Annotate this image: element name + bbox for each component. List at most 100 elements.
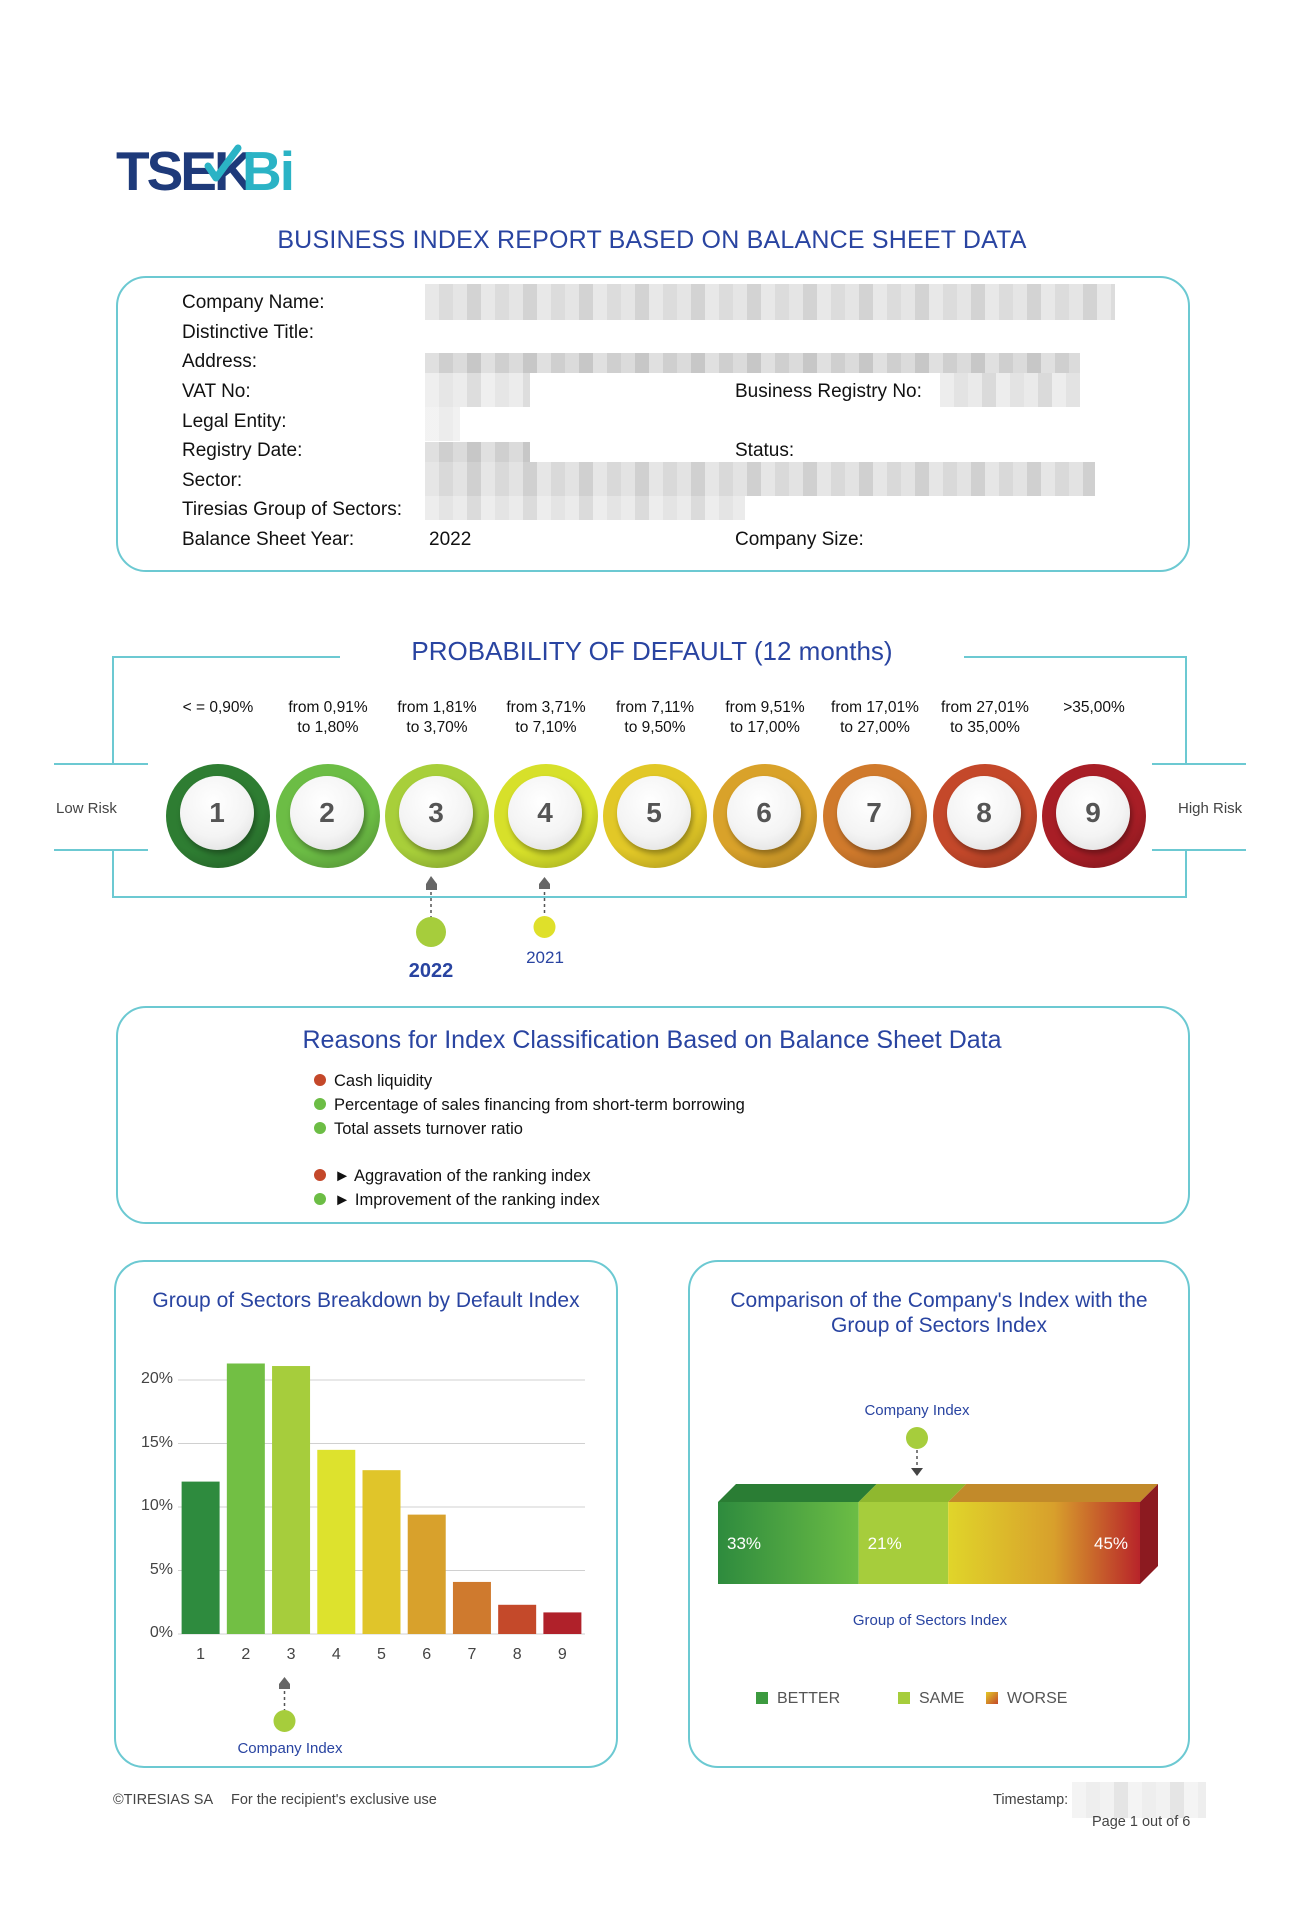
chart1-ytick: 5%: [149, 1560, 173, 1578]
chart1-company-marker: [273, 1677, 296, 1732]
chart2-company-marker: [906, 1427, 928, 1476]
legend-dot-icon: [314, 1193, 326, 1205]
logo-text-light: Bi: [242, 140, 293, 198]
pd-class-circle-4: 4: [494, 764, 598, 868]
chart1-xtick: 7: [467, 1646, 477, 1663]
pd-range-3: from 1,81% to 3,70%: [382, 698, 492, 738]
legend-dot-icon: [314, 1169, 326, 1181]
chart2-marker-arrow-icon: [911, 1468, 923, 1476]
reason-item: Total assets turnover ratio: [314, 1120, 523, 1139]
footer-page: Page 1 out of 6: [1092, 1814, 1191, 1830]
chart1-title: Group of Sectors Breakdown by Default In…: [152, 1289, 580, 1312]
reason-legend-item: ► Improvement of the ranking index: [314, 1191, 600, 1210]
legend-same: SAME: [898, 1690, 964, 1708]
pd-range-line1: from 0,91%: [288, 699, 368, 716]
chart2-value-label: 21%: [867, 1534, 902, 1553]
pd-range-5: from 7,11% to 9,50%: [600, 698, 710, 738]
marker-2021-dot: [533, 916, 556, 938]
reason-item: Percentage of sales financing from short…: [314, 1096, 745, 1115]
pd-range-7: from 17,01% to 27,00%: [820, 698, 930, 738]
company-info-panel: [116, 276, 1190, 572]
pd-range-8: from 27,01% to 35,00%: [930, 698, 1040, 738]
registry-date-label: Registry Date:: [182, 440, 303, 461]
pd-range-line1: from 17,01%: [831, 699, 919, 716]
pd-class-number: 4: [508, 776, 582, 850]
redacted-company-name: [425, 284, 1115, 320]
redacted-vat: [425, 373, 530, 407]
chart1-xtick: 3: [286, 1646, 296, 1663]
logo-check-icon: [204, 144, 242, 182]
pd-class-number: 7: [837, 776, 911, 850]
chart2-value-label: 45%: [1094, 1534, 1129, 1553]
pd-range-line1: from 9,51%: [725, 699, 805, 716]
chart1-xtick: 5: [377, 1646, 386, 1663]
redacted-registry-date: [425, 442, 530, 462]
sector-label: Sector:: [182, 470, 243, 491]
chart1-ytick: 20%: [140, 1370, 173, 1387]
pd-range-line1: < = 0,90%: [182, 699, 254, 716]
pd-range-9: >35,00%: [1039, 698, 1149, 718]
chart1-xtick: 8: [512, 1646, 522, 1663]
redacted-address: [425, 353, 1080, 373]
reason-dot-icon: [314, 1074, 326, 1086]
pd-class-number: 3: [399, 776, 473, 850]
chart1-xtick: 9: [557, 1646, 567, 1663]
report-title: BUSINESS INDEX REPORT BASED ON BALANCE S…: [277, 226, 1027, 254]
redacted-timestamp: [1072, 1782, 1206, 1818]
company-size-label: Company Size:: [735, 529, 864, 550]
pd-class-circle-6: 6: [713, 764, 817, 868]
pd-range-line2: to 27,00%: [840, 719, 910, 736]
chart2-title: Comparison of the Company's Index with t…: [730, 1289, 1148, 1337]
pd-range-line1: from 7,11%: [615, 699, 695, 716]
pd-class-circle-2: 2: [276, 764, 380, 868]
marker-2021-arrow-icon: [539, 877, 550, 889]
pd-class-circle-8: 8: [933, 764, 1037, 868]
pd-class-circle-5: 5: [603, 764, 707, 868]
company-name-label: Company Name:: [182, 292, 325, 313]
redacted-sector: [425, 462, 1095, 496]
marker-2022-dot: [416, 917, 446, 947]
pd-class-number: 6: [727, 776, 801, 850]
business-registry-label: Business Registry No:: [735, 381, 922, 402]
pd-range-line2: to 35,00%: [950, 719, 1020, 736]
pd-range-1: < = 0,90%: [163, 698, 273, 718]
pd-class-number: 1: [180, 776, 254, 850]
chart2-group-index-label: Group of Sectors Index: [852, 1612, 1008, 1629]
chart1-xtick: 1: [196, 1646, 206, 1663]
same-swatch-icon: [898, 1692, 910, 1704]
pd-range-line1: >35,00%: [1063, 699, 1125, 716]
marker-2022-arrow-icon: [426, 876, 437, 890]
marker-2021-label: 2021: [526, 948, 564, 967]
chart2-company-index-label: Company Index: [864, 1402, 970, 1419]
group-sectors-label: Tiresias Group of Sectors:: [182, 499, 402, 520]
chart2-value-label: 33%: [727, 1534, 762, 1553]
chart1-ytick: 0%: [149, 1624, 173, 1641]
footer-usage: For the recipient's exclusive use: [231, 1792, 437, 1808]
pd-title: PROBABILITY OF DEFAULT (12 months): [411, 636, 893, 666]
chart2-marker-dot: [906, 1427, 928, 1449]
pd-class-circle-3: 3: [385, 764, 489, 868]
redacted-business-registry: [940, 373, 1080, 407]
reason-item: Cash liquidity: [314, 1072, 432, 1091]
pd-class-number: 8: [947, 776, 1021, 850]
footer-timestamp-label: Timestamp:: [993, 1792, 1069, 1808]
vat-label: VAT No:: [182, 381, 251, 402]
sectors-breakdown-panel: [114, 1260, 618, 1768]
low-risk-label: Low Risk: [56, 800, 117, 817]
pd-range-6: from 9,51% to 17,00%: [710, 698, 820, 738]
legal-entity-label: Legal Entity:: [182, 411, 287, 432]
pd-range-line2: to 3,70%: [406, 719, 468, 736]
legend-better: BETTER: [756, 1690, 840, 1708]
distinctive-title-label: Distinctive Title:: [182, 322, 314, 343]
pd-range-line2: to 1,80%: [297, 719, 359, 736]
pd-range-line1: from 27,01%: [941, 699, 1029, 716]
legend-worse: WORSE: [986, 1690, 1067, 1708]
reason-legend-item: ► Aggravation of the ranking index: [314, 1167, 591, 1186]
better-swatch-icon: [756, 1692, 768, 1704]
balance-year-value: 2022: [429, 529, 472, 550]
pd-range-line2: to 7,10%: [515, 719, 577, 736]
chart1-xtick: 6: [422, 1646, 432, 1663]
pd-range-line2: to 17,00%: [730, 719, 800, 736]
worse-swatch-icon: [986, 1692, 998, 1704]
reason-dot-icon: [314, 1098, 326, 1110]
